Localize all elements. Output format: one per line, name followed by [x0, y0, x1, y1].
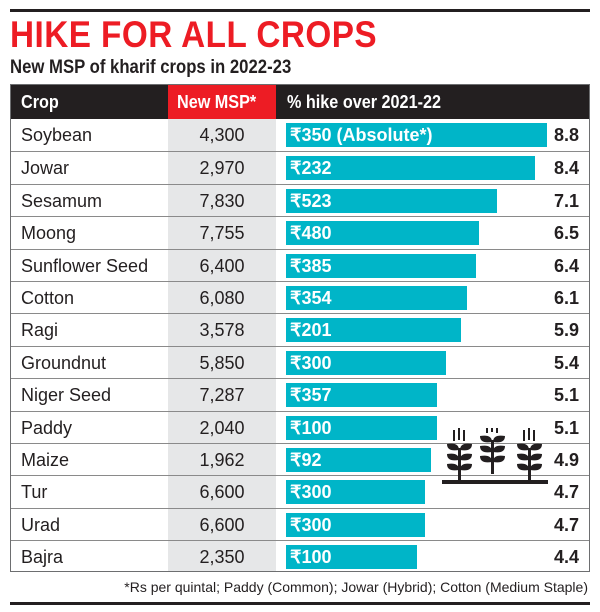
wheat-icon — [442, 428, 548, 484]
table-row: Ragi 3,578 ₹201 5.9 — [11, 313, 589, 345]
hike-absolute-label: ₹354 — [290, 288, 332, 308]
hike-percent-label: 6.4 — [553, 255, 579, 276]
hike-bar: ₹350 (Absolute*) — [286, 123, 547, 147]
hike-absolute-label: ₹201 — [290, 320, 332, 341]
hike-bar: ₹300 — [286, 512, 426, 537]
hike-absolute-label: ₹300 — [290, 514, 332, 535]
crop-name: Sesamum — [21, 190, 103, 211]
new-msp-value: 6,600 — [199, 482, 245, 503]
crop-name: Cotton — [21, 288, 75, 308]
hike-absolute-label: ₹100 — [290, 417, 332, 438]
hike-bar: ₹480 — [286, 221, 479, 246]
crop-name: Ragi — [21, 320, 59, 341]
hike-bar: ₹300 — [286, 480, 426, 505]
table-row: Urad 6,600 ₹300 4.7 — [11, 507, 589, 540]
table-row: Moong 7,755 ₹480 6.5 — [11, 216, 589, 248]
new-msp-value: 4,300 — [199, 125, 245, 145]
hike-percent-label: 8.4 — [553, 158, 579, 179]
new-msp-value: 7,755 — [199, 223, 245, 244]
new-msp-value: 6,600 — [199, 514, 245, 535]
hike-bar: ₹357 — [286, 383, 438, 408]
chart-subtitle: New MSP of kharif crops in 2022-23 — [10, 57, 292, 78]
hike-bar: ₹100 — [286, 415, 438, 440]
hike-bar: ₹523 — [286, 188, 497, 213]
hike-absolute-label: ₹357 — [290, 385, 332, 406]
hike-percent-label: 7.1 — [553, 190, 579, 211]
table-row: Paddy 2,040 ₹100 5.1 — [11, 410, 589, 443]
hike-absolute-label: ₹350 (Absolute*) — [290, 125, 433, 145]
crop-name: Maize — [21, 450, 70, 470]
crop-name: Urad — [21, 514, 61, 535]
top-rule — [10, 9, 590, 12]
hike-bar: ₹201 — [286, 318, 461, 343]
header-new-msp: New MSP* — [177, 92, 257, 112]
crop-name: Moong — [21, 223, 77, 244]
crop-name: Paddy — [21, 417, 73, 438]
hike-bar: ₹100 — [286, 545, 417, 570]
hike-percent-label: 4.7 — [553, 482, 579, 503]
crop-name: Niger Seed — [21, 385, 112, 406]
hike-bar: ₹232 — [286, 156, 536, 181]
bottom-rule — [10, 602, 590, 605]
new-msp-value: 7,287 — [199, 385, 245, 406]
hike-absolute-label: ₹385 — [290, 255, 332, 276]
hike-bar: ₹92 — [286, 448, 432, 472]
hike-percent-label: 5.1 — [553, 385, 579, 406]
header-hike: % hike over 2021-22 — [287, 92, 441, 112]
hike-absolute-label: ₹92 — [290, 450, 322, 470]
table-row: Cotton 6,080 ₹354 6.1 — [11, 281, 589, 313]
table-row: Sesamum 7,830 ₹523 7.1 — [11, 183, 589, 216]
new-msp-value: 5,850 — [199, 352, 245, 373]
table-row: Groundnut 5,850 ₹300 5.4 — [11, 345, 589, 378]
new-msp-value: 3,578 — [199, 320, 245, 341]
hike-percent-label: 4.4 — [553, 547, 579, 568]
table-row: Jowar 2,970 ₹232 8.4 — [11, 151, 589, 183]
hike-percent-label: 5.4 — [553, 352, 579, 373]
msp-table: Crop New MSP* % hike over 2021-22 Soybea… — [10, 84, 590, 572]
table-row: Maize 1,962 ₹92 4.9 — [11, 443, 589, 475]
hike-percent-label: 8.8 — [553, 125, 579, 145]
hike-absolute-label: ₹480 — [290, 223, 332, 244]
table-row: Sunflower Seed 6,400 ₹385 6.4 — [11, 248, 589, 281]
new-msp-value: 2,350 — [199, 547, 245, 568]
new-msp-value: 2,040 — [199, 417, 245, 438]
hike-percent-label: 6.5 — [553, 223, 579, 244]
hike-absolute-label: ₹523 — [290, 190, 332, 211]
hike-absolute-label: ₹300 — [290, 352, 332, 373]
msp-header-bg — [168, 85, 276, 119]
crop-name: Bajra — [21, 547, 64, 568]
crop-name: Soybean — [21, 125, 93, 145]
new-msp-value: 6,080 — [199, 288, 245, 308]
chart-title: HIKE FOR ALL CROPS — [10, 14, 378, 55]
table-header: Crop New MSP* % hike over 2021-22 — [11, 85, 589, 119]
hike-percent-label: 4.9 — [553, 450, 579, 470]
new-msp-value: 6,400 — [199, 255, 245, 276]
crop-name: Jowar — [21, 158, 70, 179]
crop-name: Sunflower Seed — [21, 255, 149, 276]
table-row: Tur 6,600 ₹300 4.7 — [11, 475, 589, 507]
crop-name: Groundnut — [21, 352, 107, 373]
hike-bar: ₹300 — [286, 350, 447, 375]
new-msp-value: 7,830 — [199, 190, 245, 211]
footnote: *Rs per quintal; Paddy (Common); Jowar (… — [124, 579, 588, 595]
crop-name: Tur — [21, 482, 48, 503]
hike-bar: ₹354 — [286, 286, 467, 310]
hike-percent-label: 5.9 — [553, 320, 579, 341]
hike-absolute-label: ₹232 — [290, 158, 332, 179]
hike-percent-label: 5.1 — [553, 417, 579, 438]
new-msp-value: 2,970 — [199, 158, 245, 179]
hike-percent-label: 6.1 — [553, 288, 579, 308]
table-row: Niger Seed 7,287 ₹357 5.1 — [11, 378, 589, 410]
header-crop: Crop — [21, 92, 59, 112]
hike-absolute-label: ₹100 — [290, 547, 332, 568]
new-msp-value: 1,962 — [199, 450, 245, 470]
hike-absolute-label: ₹300 — [290, 482, 332, 503]
table-row: Bajra 2,350 ₹100 4.4 — [11, 540, 589, 572]
hike-percent-label: 4.7 — [553, 514, 579, 535]
hike-bar: ₹385 — [286, 253, 476, 278]
msp-column-bg — [168, 119, 276, 571]
table-row: Soybean 4,300 ₹350 (Absolute*) 8.8 — [11, 119, 589, 151]
